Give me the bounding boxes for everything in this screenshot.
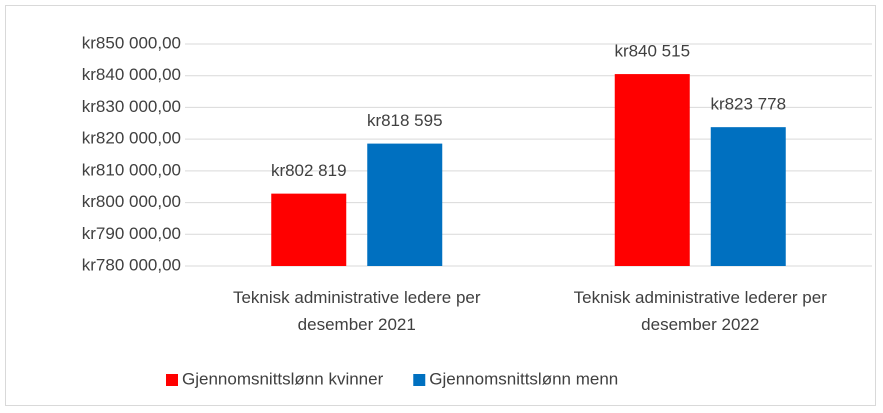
y-tick-label: kr790 000,00 [82,224,181,243]
x-tick-label: Teknisk administrative lederer per desem… [573,288,827,334]
y-tick-label: kr810 000,00 [82,160,181,179]
chart-border [5,5,876,406]
x-tick-label: Teknisk administrative ledere per desemb… [232,288,481,334]
bar [367,143,443,266]
bar [614,74,690,267]
y-tick-label: kr780 000,00 [82,255,181,274]
y-tick-label: kr840 000,00 [82,65,181,84]
y-tick-label: kr850 000,00 [82,33,181,52]
legend-swatch [166,374,178,386]
data-label: kr840 515 [614,42,690,61]
legend-label: Gjennomsnittslønn kvinner [182,369,384,388]
y-tick-label: kr830 000,00 [82,97,181,116]
data-label: kr823 778 [710,95,786,114]
y-tick-label: kr820 000,00 [82,129,181,148]
legend-label: Gjennomsnittslønn menn [429,369,618,388]
data-label: kr802 819 [271,161,347,180]
data-label: kr818 595 [367,111,443,130]
y-tick-label: kr800 000,00 [82,192,181,211]
legend-swatch [413,374,426,386]
bar [271,193,347,266]
bar [710,127,786,267]
